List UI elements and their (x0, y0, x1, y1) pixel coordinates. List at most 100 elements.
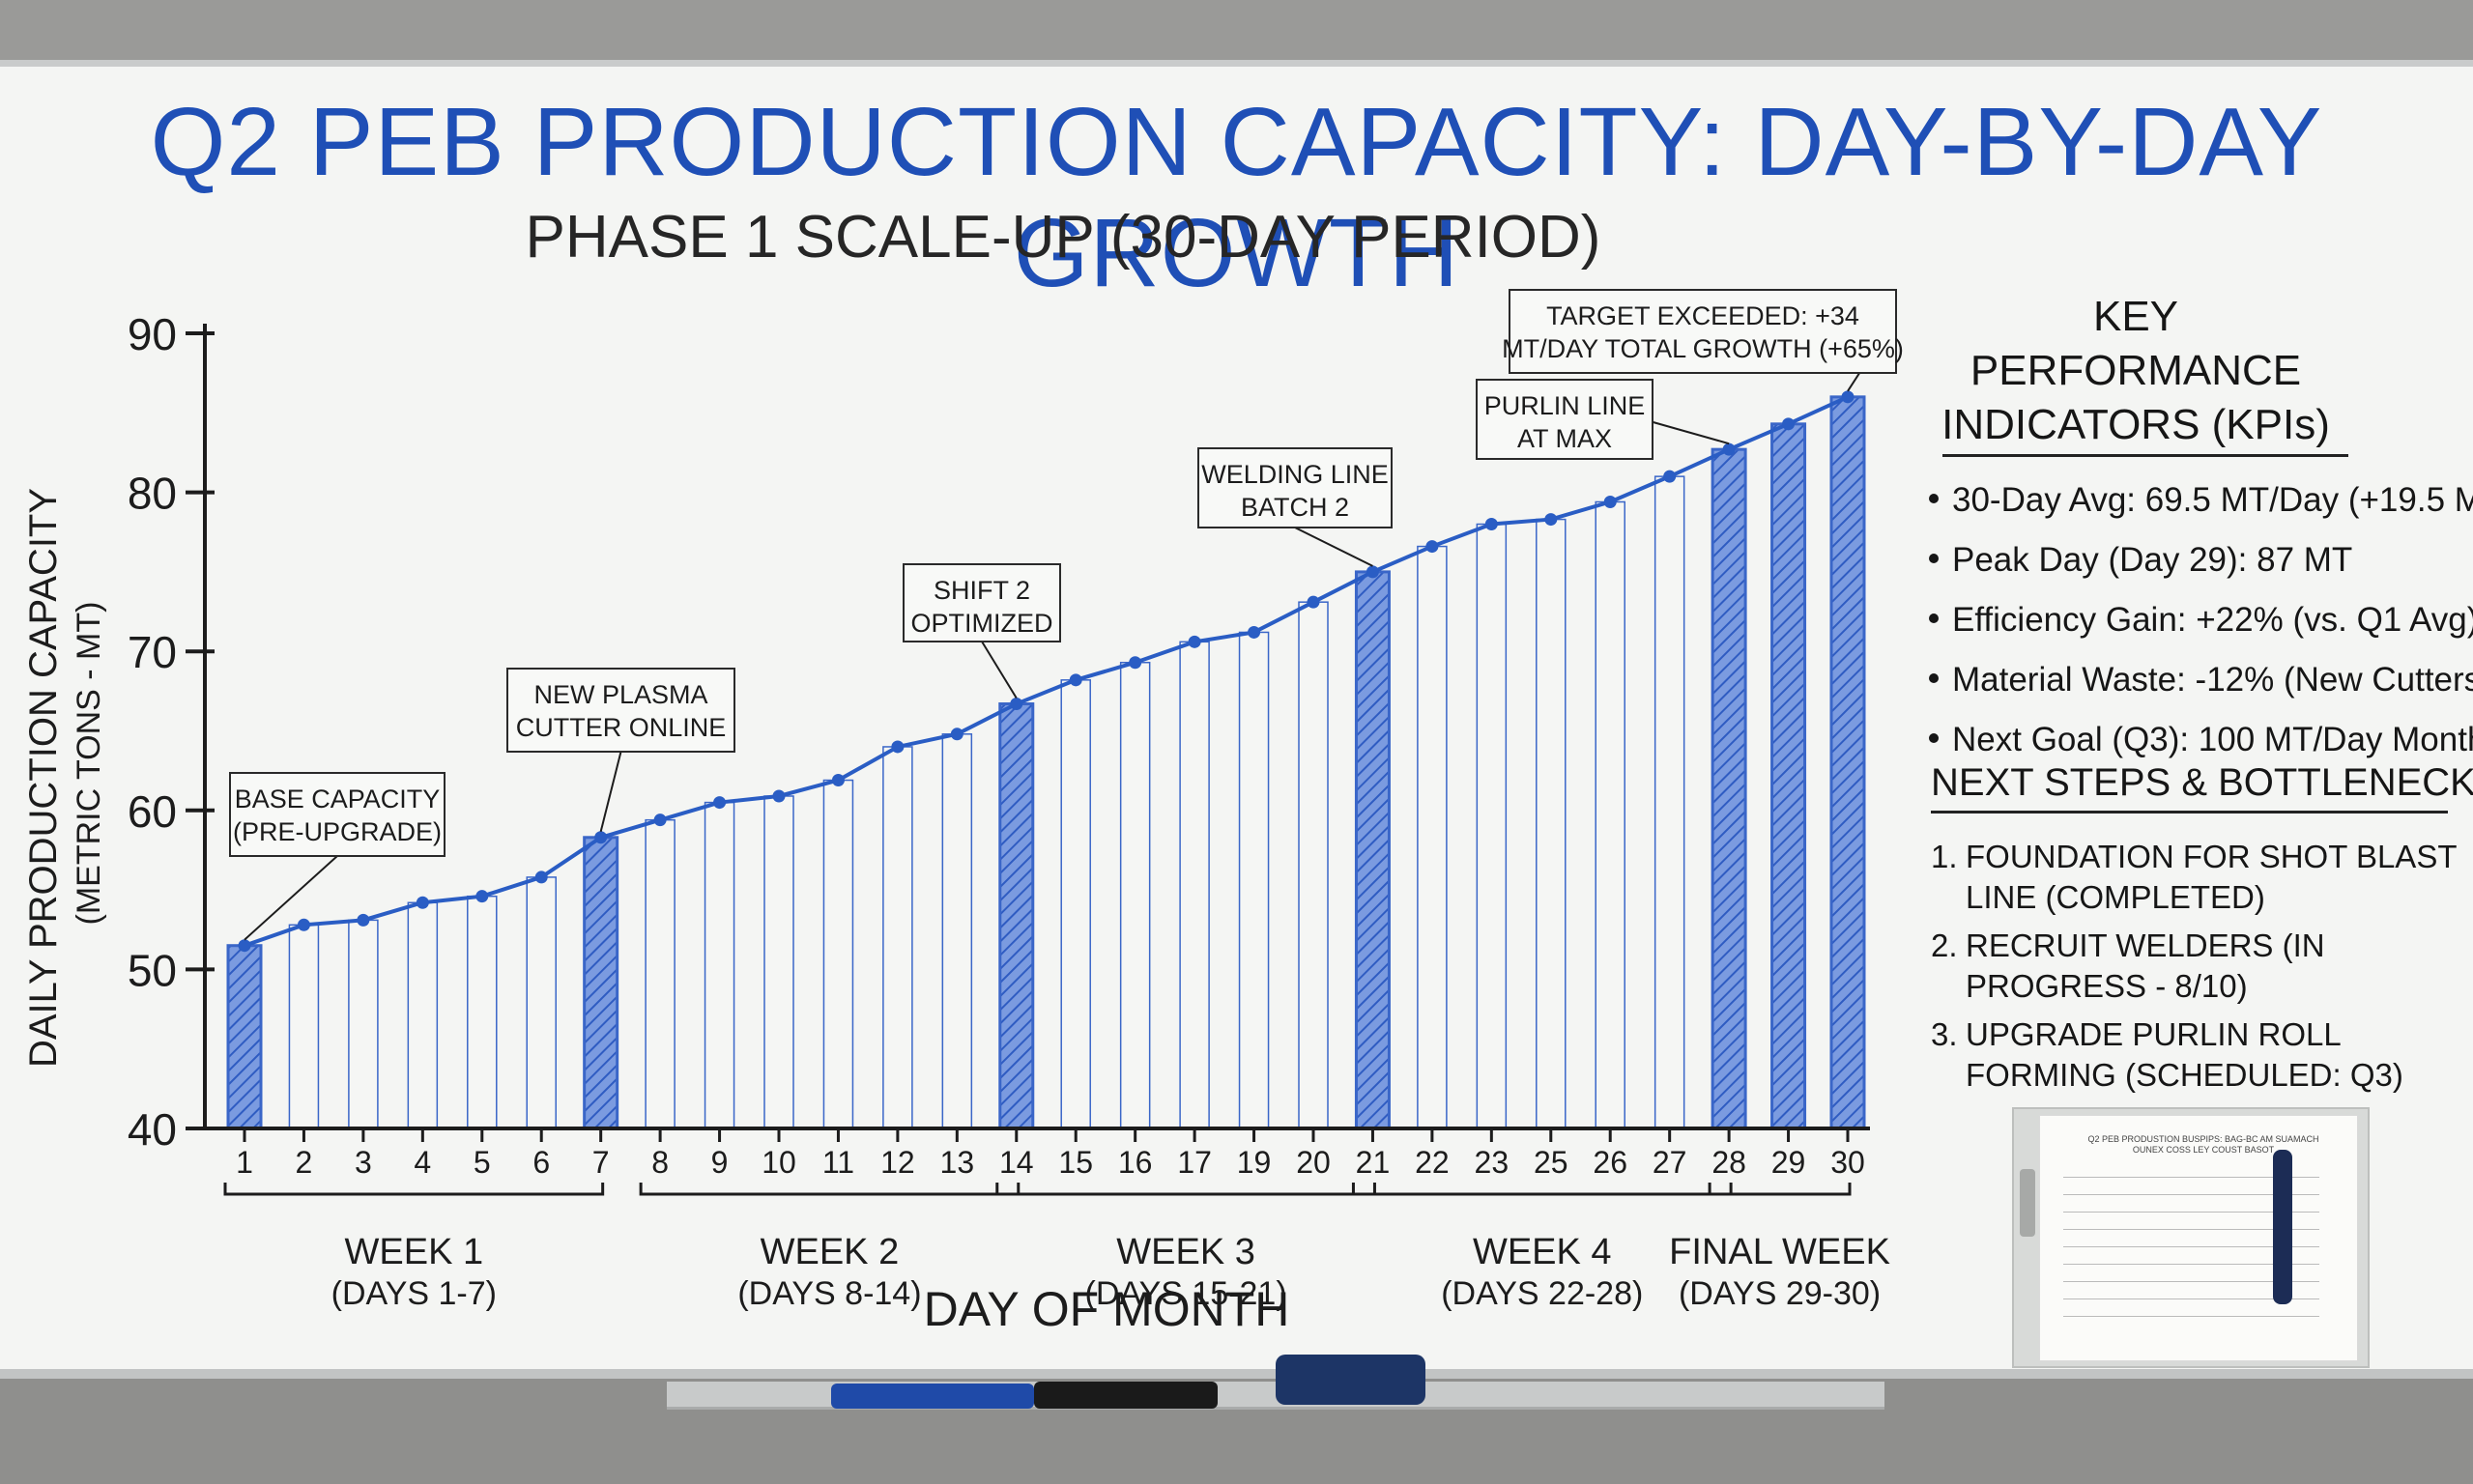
highlight-bar (583, 836, 619, 1130)
annotation-text: PURLIN LINE (1484, 391, 1646, 420)
week-label: WEEK 2 (761, 1232, 900, 1272)
bar (645, 818, 676, 1129)
bar (1417, 545, 1448, 1129)
highlight-bar (1770, 422, 1807, 1130)
kpi-item: Material Waste: -12% (New Cutters) (1923, 650, 2473, 710)
clipboard-title-line1: Q2 PEB PRODUSTION BUSPIPS: BAG-BC AM SUA… (2087, 1134, 2319, 1144)
bar (882, 746, 913, 1129)
x-tick-label: 27 (1653, 1145, 1687, 1180)
clipboard-table-row (2063, 1229, 2319, 1230)
data-point (1544, 513, 1558, 527)
step-text: RECRUIT WELDERS (IN PROGRESS - 8/10) (1966, 928, 2325, 1004)
x-tick-label: 20 (1296, 1145, 1331, 1180)
kpi-text: Material Waste: -12% (New Cutters) (1952, 661, 2473, 699)
next-steps-list: 1. FOUNDATION FOR SHOT BLAST LINE (COMPLE… (1931, 837, 2472, 1096)
week-range: (DAYS 8-14) (737, 1275, 921, 1312)
bar (1238, 631, 1270, 1129)
kpi-text: 30-Day Avg: 69.5 MT/Day (+19.5 MT/Day) (1952, 481, 2473, 519)
data-point (357, 913, 370, 927)
x-tick-label: 15 (1058, 1145, 1093, 1180)
wall (0, 0, 2473, 68)
x-tick-label: 17 (1177, 1145, 1212, 1180)
kpi-title-underline (1942, 454, 2348, 457)
kpi-panel: KEY PERFORMANCE INDICATORS (KPIs) 30-Day… (1923, 290, 2473, 770)
x-tick-label: 11 (822, 1145, 854, 1180)
highlight-bar (226, 944, 263, 1130)
bar (1595, 500, 1625, 1129)
kpi-title: KEY PERFORMANCE INDICATORS (KPIs) (1923, 290, 2348, 452)
data-point (1603, 495, 1617, 508)
clipboard-table-row (2063, 1212, 2319, 1213)
data-point (534, 870, 548, 884)
annotation-text: MT/DAY TOTAL GROWTH (+65%) (1502, 334, 1904, 363)
data-point (594, 831, 608, 844)
x-tick-label: 5 (474, 1145, 491, 1180)
clipboard-title: Q2 PEB PRODUSTION BUSPIPS: BAG-BC AM SUA… (2068, 1134, 2339, 1156)
black-marker-icon[interactable] (1034, 1382, 1218, 1409)
data-point (1425, 540, 1439, 554)
bar (1653, 475, 1685, 1129)
next-steps-panel: NEXT STEPS & BOTTLENECKS 1. FOUNDATION FO… (1931, 761, 2473, 1103)
x-tick-label: 13 (940, 1145, 975, 1180)
clipboard-table-row (2063, 1264, 2319, 1265)
next-steps-underline (1931, 811, 2448, 813)
kpi-item: Efficiency Gain: +22% (vs. Q1 Avg) (1923, 590, 2473, 650)
eraser-icon[interactable] (1276, 1355, 1425, 1405)
bar (763, 795, 794, 1129)
data-point (1782, 417, 1796, 431)
x-tick-label: 26 (1593, 1145, 1627, 1180)
annotation-text: BATCH 2 (1241, 493, 1349, 522)
bar (704, 801, 735, 1129)
step-item: 3. UPGRADE PURLIN ROLL FORMING (SCHEDULED… (1931, 1014, 2459, 1096)
clipboard-table-row (2063, 1177, 2319, 1178)
week-range: (DAYS 22-28) (1441, 1275, 1643, 1312)
bar (1060, 679, 1091, 1129)
x-tick-label: 30 (1830, 1145, 1865, 1180)
kpi-text: Next Goal (Q3): 100 MT/Day Monthly Avg (1952, 721, 2473, 758)
x-tick-label: 23 (1475, 1145, 1510, 1180)
bar (526, 876, 557, 1129)
week-bracket (223, 1183, 605, 1196)
data-point (891, 740, 905, 754)
bullet-icon (1929, 732, 1939, 743)
y-tick-label: 70 (128, 627, 177, 677)
bullet-icon (1929, 553, 1939, 563)
y-tick-label: 80 (128, 469, 177, 519)
annotation-text: OPTIMIZED (911, 609, 1053, 638)
x-tick-label: 2 (296, 1145, 313, 1180)
data-point (713, 796, 727, 810)
chart-title: Q2 PEB PRODUCTION CAPACITY: DAY-BY-DAY G… (150, 88, 2323, 307)
kpi-title-line1: KEY PERFORMANCE (1970, 293, 2302, 394)
data-point (1307, 595, 1320, 609)
data-point (1663, 470, 1677, 483)
y-axis-label: DAILY PRODUCTION CAPACITY (22, 488, 65, 1068)
bar (288, 924, 320, 1129)
step-text: UPGRADE PURLIN ROLL FORMING (SCHEDULED: … (1966, 1016, 2403, 1093)
data-point (1188, 635, 1201, 648)
x-axis-label: DAY OF MONTH (924, 1282, 1290, 1336)
x-tick-label: 25 (1534, 1145, 1568, 1180)
bar (1536, 518, 1567, 1129)
kpi-item: 30-Day Avg: 69.5 MT/Day (+19.5 MT/Day) (1923, 471, 2473, 530)
bar (1119, 661, 1151, 1129)
data-point (297, 918, 310, 931)
x-tick-label: 21 (1356, 1145, 1391, 1180)
clipboard-table-row (2063, 1194, 2319, 1195)
highlight-bar (1711, 447, 1747, 1130)
next-steps-title: NEXT STEPS & BOTTLENECKS (1931, 761, 2473, 804)
step-number: 1. (1931, 839, 1958, 874)
blue-marker-icon[interactable] (831, 1384, 1034, 1409)
x-tick-label: 9 (711, 1145, 729, 1180)
kpi-list: 30-Day Avg: 69.5 MT/Day (+19.5 MT/Day) P… (1923, 471, 2473, 770)
data-point (416, 896, 429, 909)
bar (1476, 523, 1508, 1129)
x-tick-label: 1 (236, 1145, 253, 1180)
bar (348, 919, 379, 1129)
annotation-box (1509, 289, 1897, 374)
data-point (1484, 518, 1498, 531)
annotation-text: BASE CAPACITY (235, 785, 441, 813)
annotation-leader (244, 855, 338, 941)
annotation-box (506, 668, 735, 753)
x-tick-label: 28 (1711, 1145, 1746, 1180)
